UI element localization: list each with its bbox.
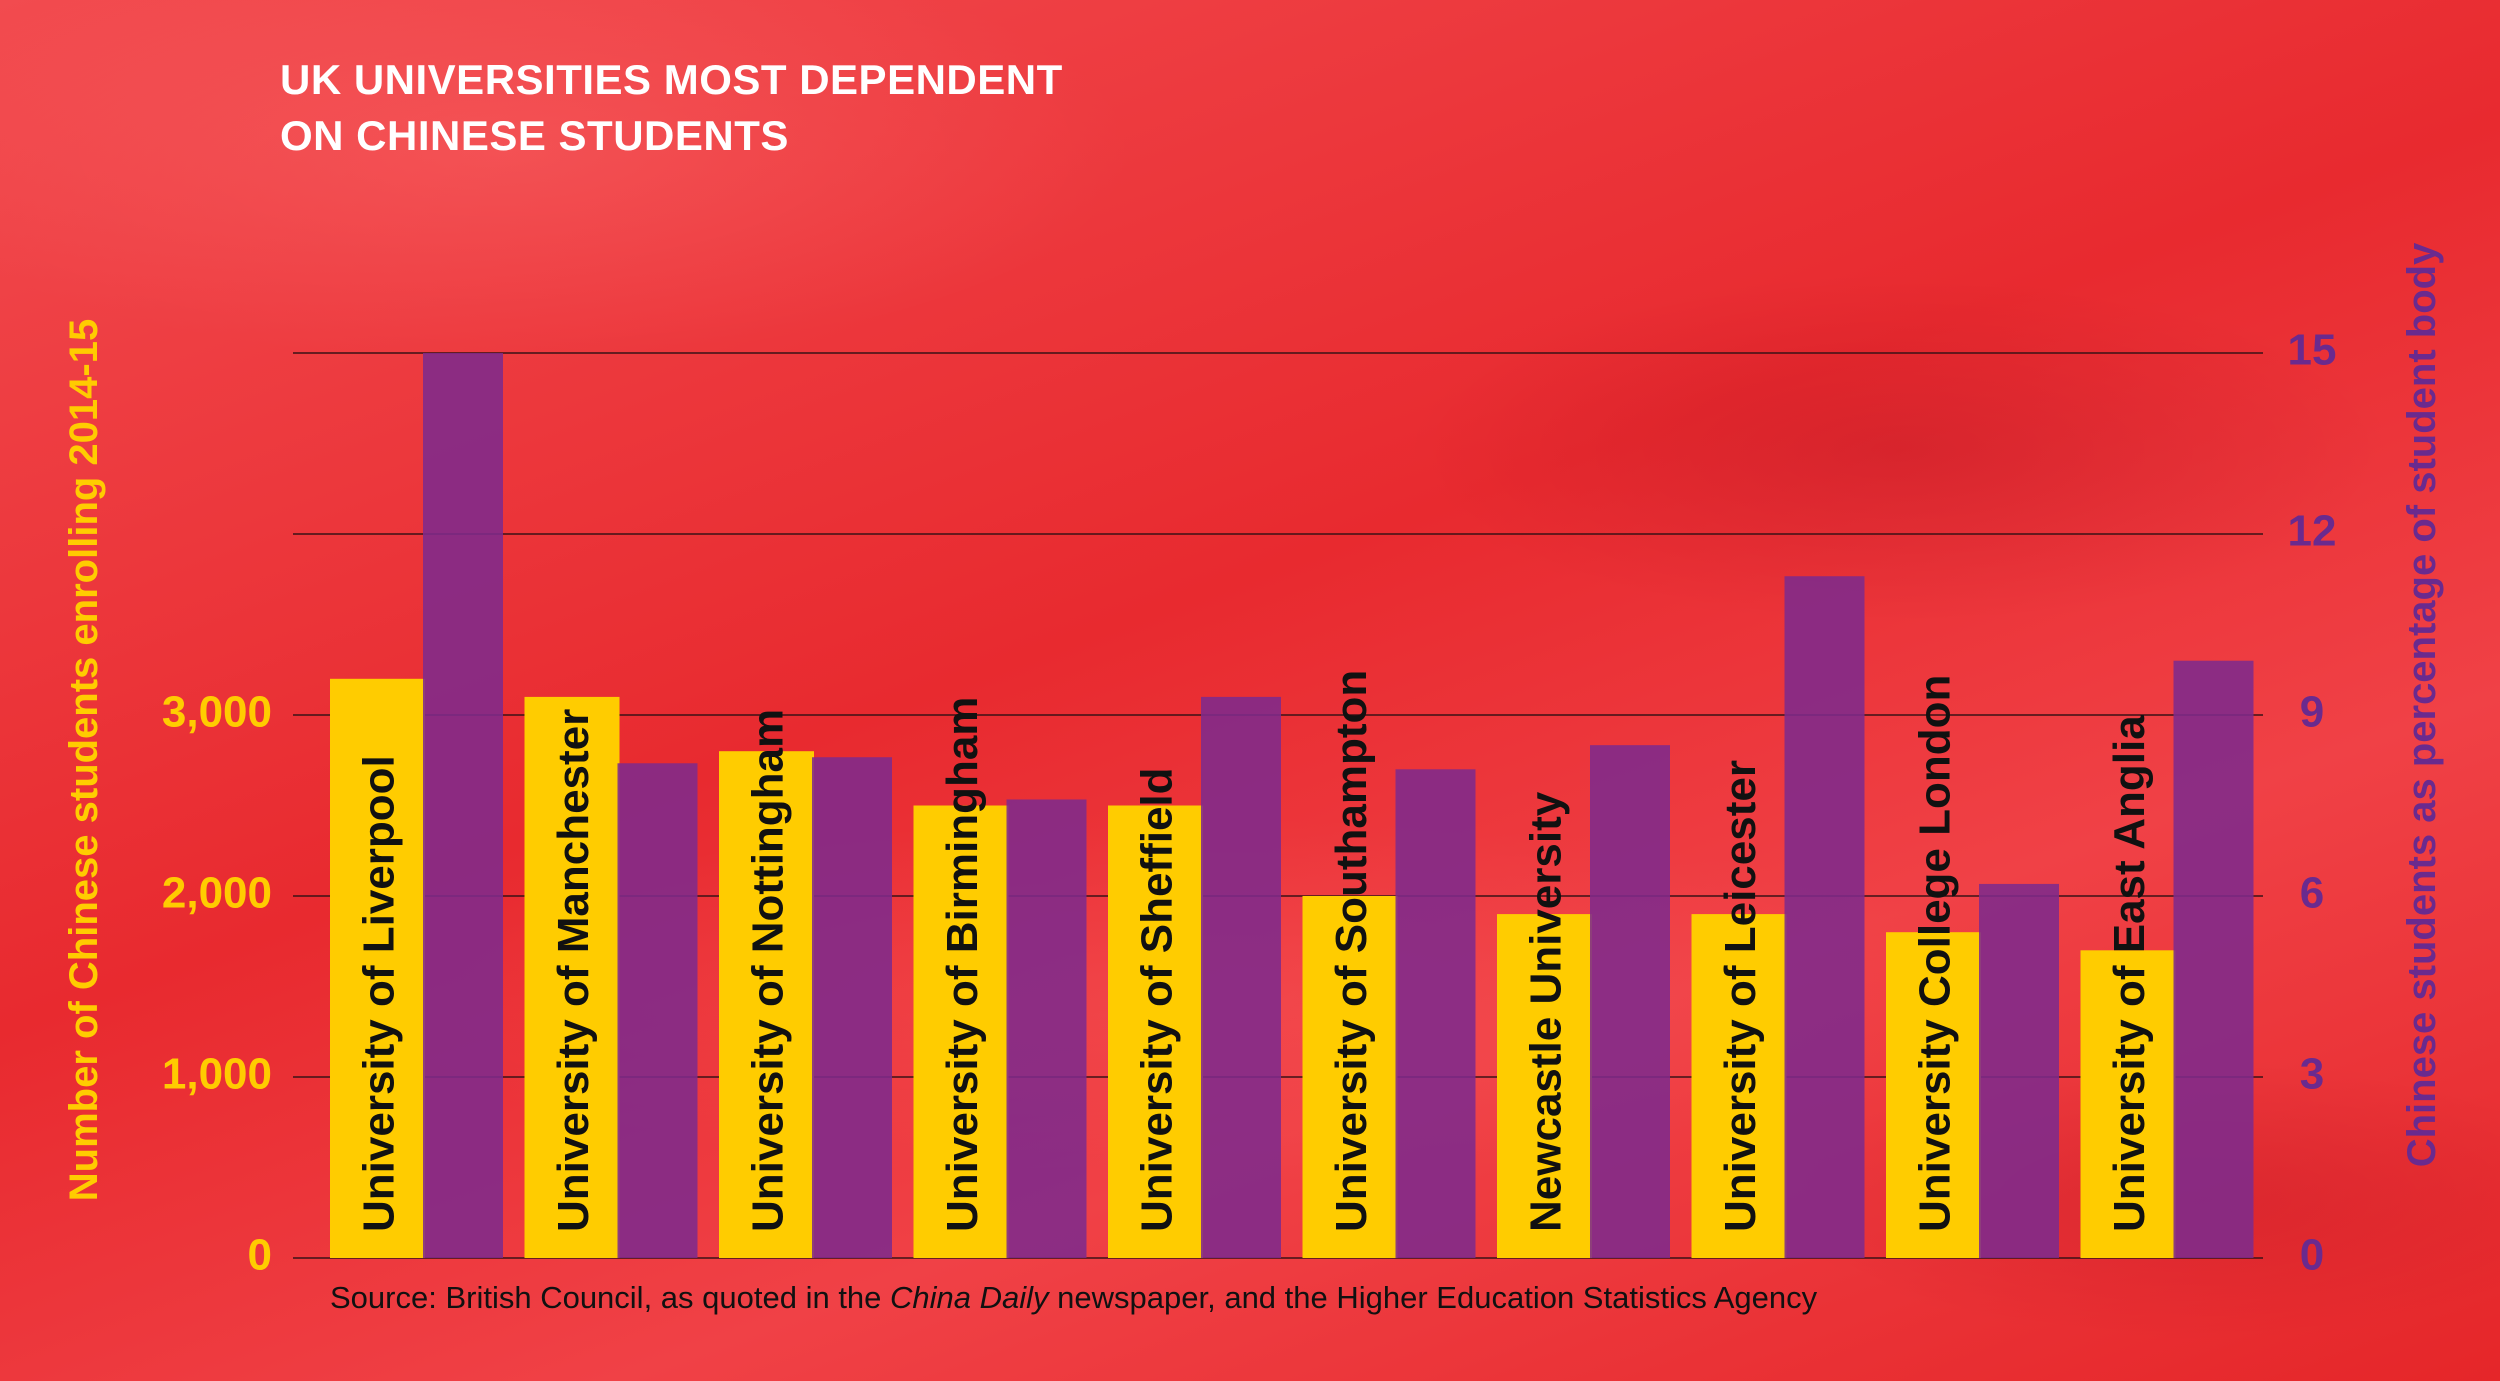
category-label: University College London (1911, 675, 1960, 1232)
category-label: University of Manchester (549, 709, 598, 1232)
enrolment-bar (1691, 914, 1787, 1258)
enrolment-bar (1497, 914, 1592, 1258)
right-tick-label: 9 (2300, 688, 2324, 737)
left-tick-label: 0 (248, 1231, 272, 1280)
percentage-bars (423, 353, 2254, 1258)
enrolment-bar (1886, 932, 1981, 1258)
percentage-bar (1395, 769, 1476, 1258)
percentage-bar (2173, 660, 2254, 1258)
enrolment-bar (1108, 805, 1203, 1258)
category-label: University of Liverpool (355, 755, 404, 1232)
category-label: University of Southampton (1327, 670, 1376, 1232)
enrolment-bar (2080, 950, 2176, 1258)
right-tick-label: 0 (2300, 1231, 2324, 1280)
percentage-bar (1979, 883, 2059, 1258)
percentage-bar (1006, 799, 1087, 1258)
percentage-bar (812, 757, 892, 1258)
enrolment-bar (719, 751, 814, 1258)
enrolment-bar (524, 696, 620, 1258)
source-prefix: Source: British Council, as quoted in th… (330, 1280, 891, 1315)
percentage-bar (1590, 745, 1670, 1258)
category-label: University of Sheffield (1133, 767, 1182, 1232)
right-axis-title: Chinese students as percentage of studen… (2400, 242, 2444, 1167)
right-tick-label: 12 (2288, 507, 2337, 556)
source-note: Source: British Council, as quoted in th… (330, 1280, 1817, 1316)
left-axis-title: Number of Chinese students enrolling 201… (62, 319, 106, 1201)
percentage-bar (617, 763, 698, 1258)
chart-title-line-2: ON CHINESE STUDENTS (280, 112, 789, 159)
category-labels: University of Liverpool University of Man… (355, 670, 2155, 1232)
right-axis-tick-labels: 0 3 6 9 12 15 (2288, 326, 2337, 1280)
category-label: University of Nottingham (744, 709, 793, 1232)
enrolment-bar (913, 805, 1009, 1258)
percentage-bar (1201, 696, 1281, 1258)
chart-title-line-1: UK UNIVERSITIES MOST DEPENDENT (280, 56, 1063, 103)
right-tick-label: 3 (2300, 1050, 2324, 1099)
enrolment-bar (330, 678, 425, 1258)
category-label: University of East Anglia (2105, 715, 2154, 1232)
left-axis-tick-labels: 0 1,000 2,000 3,000 (162, 688, 272, 1280)
left-tick-label: 3,000 (162, 688, 272, 737)
category-label: Newcastle University (1522, 791, 1571, 1232)
enrolment-bars (330, 678, 2176, 1258)
category-label: University of Birmingham (938, 697, 987, 1232)
source-suffix: newspaper, and the Higher Education Stat… (1048, 1280, 1818, 1315)
chart-title: UK UNIVERSITIES MOST DEPENDENT ON CHINES… (280, 52, 1180, 164)
source-publication: China Daily (890, 1280, 1049, 1315)
right-tick-label: 6 (2300, 869, 2324, 918)
enrolment-bar (1302, 896, 1398, 1258)
right-tick-label: 15 (2288, 326, 2337, 375)
left-tick-label: 1,000 (162, 1050, 272, 1099)
percentage-bar (423, 353, 503, 1258)
left-tick-label: 2,000 (162, 869, 272, 918)
percentage-bar (1784, 576, 1865, 1258)
category-label: University of Leicester (1716, 760, 1765, 1232)
